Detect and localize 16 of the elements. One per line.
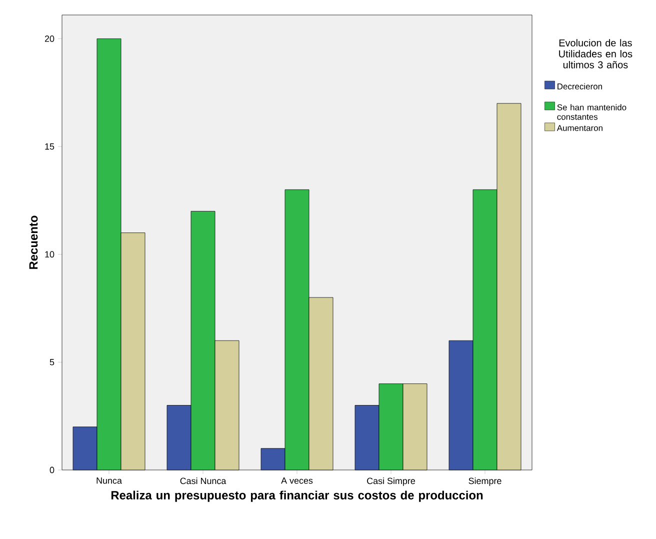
- y-tick-label: 0: [50, 466, 54, 474]
- y-tick-label: 20: [44, 36, 54, 42]
- x-tick-label: Siempre: [468, 478, 502, 486]
- x-tick-label: Nunca: [96, 478, 122, 484]
- x-tick-label: Casi Simpre: [367, 478, 416, 486]
- legend-label: Decrecieron: [558, 83, 602, 90]
- y-tick-label: 15: [45, 143, 54, 150]
- legend-label: Aumentaron: [556, 125, 602, 131]
- y-tick-label: 5: [50, 359, 54, 366]
- y-tick-label: 10: [45, 251, 54, 258]
- x-axis-title: Realiza un presupuesto para financiar sus costos de produccion: [111, 490, 483, 502]
- x-tick-label: A veces: [281, 478, 313, 484]
- legend-title: Evolucion de las Utilidades en los ultimos 3 años: [559, 39, 632, 68]
- y-axis-title: Recuento: [29, 216, 38, 269]
- x-tick-label: Casi Nunca: [180, 478, 226, 484]
- legend-label: Se han mantenido constantes: [557, 104, 626, 120]
